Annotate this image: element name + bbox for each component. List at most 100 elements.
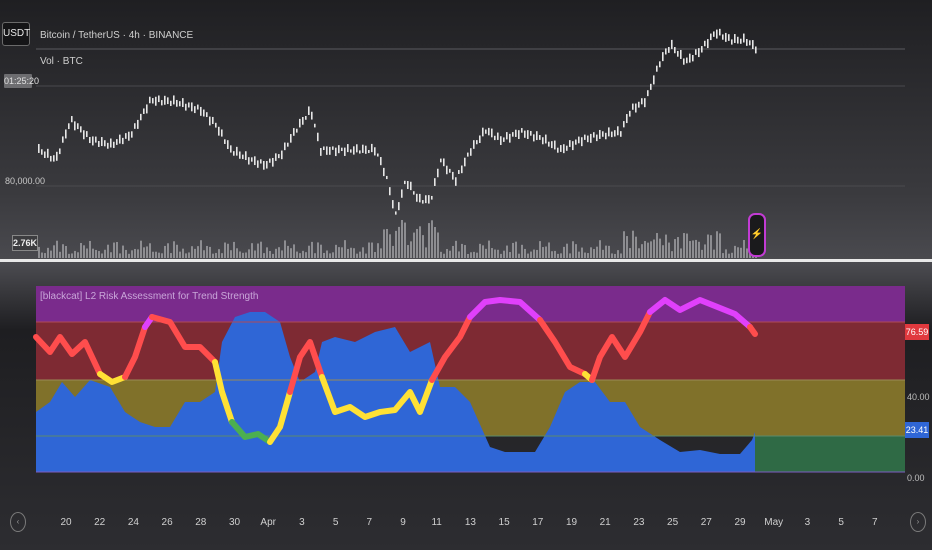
instrument-legend[interactable]: Bitcoin / TetherUS · 4h · BINANCE [40, 30, 194, 41]
candle [179, 101, 181, 107]
candle [170, 100, 172, 106]
volume-bar [434, 227, 436, 258]
candle [167, 97, 169, 105]
volume-bar [707, 234, 709, 258]
volume-bar [587, 253, 589, 258]
right-arrow-icon[interactable]: › [910, 512, 926, 532]
volume-bar [428, 223, 430, 258]
pane-separator[interactable] [0, 259, 932, 262]
volume-bar [677, 237, 679, 258]
price-chart[interactable] [0, 0, 932, 260]
candle [500, 136, 502, 145]
candle [575, 139, 577, 145]
volume-bar [710, 235, 712, 258]
candle [665, 48, 667, 55]
candle [158, 95, 160, 103]
candle [419, 193, 421, 203]
volume-bar [509, 252, 511, 258]
indicator-title[interactable]: [blackcat] L2 Risk Assessment for Trend … [40, 291, 259, 302]
candle [659, 61, 661, 68]
candle [74, 121, 76, 131]
candle [587, 135, 589, 143]
candle [620, 131, 622, 137]
volume-bar [272, 253, 274, 258]
candle [551, 141, 553, 149]
candle [461, 165, 463, 174]
candle [722, 34, 724, 40]
candle [623, 121, 625, 128]
volume-bar [488, 240, 490, 258]
time-tick: 28 [195, 517, 207, 528]
candle [677, 50, 679, 57]
volume-bar [725, 249, 727, 258]
candle [440, 158, 442, 163]
candle [119, 134, 121, 144]
symbol-badge[interactable]: USDT [2, 22, 30, 46]
candle [752, 40, 754, 49]
volume-bar [236, 248, 238, 258]
lightning-icon[interactable]: ⚡ [748, 213, 766, 257]
volume-bar [239, 251, 241, 258]
volume-bar [308, 245, 310, 258]
candle [383, 167, 385, 177]
volume-bar [320, 244, 322, 258]
indicator-chart[interactable] [0, 262, 932, 508]
volume-legend[interactable]: Vol · BTC [40, 56, 83, 67]
candle [314, 123, 316, 128]
volume-bar [737, 247, 739, 258]
candle [407, 181, 409, 190]
volume-bar [575, 244, 577, 258]
left-arrow-icon[interactable]: ‹ [10, 512, 26, 532]
candle [113, 141, 115, 148]
time-tick: 23 [633, 517, 645, 528]
candle [356, 144, 358, 153]
candle [632, 103, 634, 110]
time-tick: 22 [94, 517, 106, 528]
volume-bar [683, 233, 685, 258]
candle [599, 129, 601, 139]
candle [683, 58, 685, 65]
current-value-badge: 76.59 [905, 324, 929, 340]
high-risk-zone [36, 322, 905, 380]
candle [401, 189, 403, 198]
candle [593, 132, 595, 138]
volume-bar [137, 249, 139, 258]
volume-bar [344, 240, 346, 258]
time-tick: 30 [228, 517, 241, 528]
volume-bar [617, 250, 619, 258]
volume-bar [485, 248, 487, 258]
volume-bar [734, 245, 736, 258]
volume-bar [671, 251, 673, 258]
candle [581, 137, 583, 147]
candle [605, 132, 607, 140]
candle [206, 112, 208, 118]
risk-line-segment [287, 339, 325, 395]
risk-line-segment [149, 314, 218, 365]
candle [374, 147, 376, 156]
risk-line-segment [229, 419, 273, 445]
volume-bar [560, 253, 562, 258]
volume-bar [314, 253, 316, 258]
volume-bar [251, 243, 253, 258]
candle [437, 168, 439, 178]
time-tick: 3 [299, 517, 305, 528]
candle [410, 181, 412, 191]
candle [86, 131, 88, 138]
candle [470, 148, 472, 156]
volume-bar [149, 243, 151, 258]
candle [626, 114, 628, 124]
volume-bar [80, 242, 82, 258]
candle [275, 153, 277, 161]
volume-bar [611, 253, 613, 258]
price-pane[interactable]: USDT Bitcoin / TetherUS · 4h · BINANCE V… [0, 0, 932, 260]
candle [680, 49, 682, 59]
candle [200, 106, 202, 116]
volume-bar [86, 248, 88, 258]
candle [380, 157, 382, 166]
candle [98, 140, 100, 147]
candle [656, 65, 658, 72]
candle [689, 53, 691, 63]
volume-bar [260, 241, 262, 258]
volume-bar [572, 241, 574, 258]
volume-bar [41, 252, 43, 258]
